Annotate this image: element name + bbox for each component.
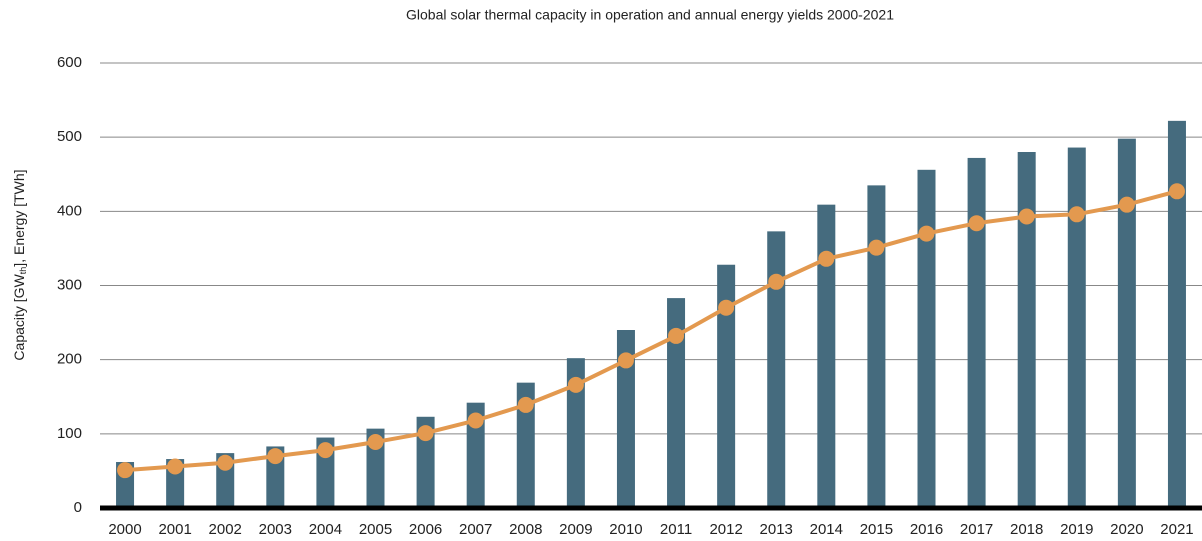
line-marker [217, 454, 234, 471]
y-axis-label-subscript: th [18, 267, 28, 275]
x-tick-label: 2005 [359, 521, 392, 538]
line-marker [317, 442, 334, 459]
x-tick-label: 2012 [709, 521, 742, 538]
line-marker [718, 299, 735, 316]
line-marker [167, 458, 184, 475]
bar [566, 358, 585, 508]
x-tick-label: 2007 [459, 521, 492, 538]
line-marker [617, 352, 634, 369]
line-marker [1168, 183, 1185, 200]
x-tick-label: 2014 [810, 521, 843, 538]
y-tick-label: 400 [57, 202, 82, 219]
bar [1067, 147, 1086, 509]
line-marker [1118, 196, 1135, 213]
bar [967, 157, 986, 508]
line-marker [1068, 206, 1085, 223]
chart-title: Global solar thermal capacity in operati… [406, 7, 894, 23]
bar [516, 382, 535, 508]
x-tick-label: 2013 [760, 521, 793, 538]
bar [1167, 120, 1186, 508]
y-tick-label: 100 [57, 425, 82, 442]
x-tick-label: 2017 [960, 521, 993, 538]
y-tick-label: 500 [57, 128, 82, 145]
line-marker [668, 327, 685, 344]
line-marker [918, 225, 935, 242]
x-tick-label: 2010 [609, 521, 642, 538]
bar [917, 169, 936, 509]
x-tick-label: 2000 [108, 521, 141, 538]
y-tick-label: 0 [74, 499, 82, 516]
x-tick-label: 2015 [860, 521, 893, 538]
bar [817, 204, 836, 509]
line-marker [868, 239, 885, 256]
line-marker [467, 412, 484, 429]
x-tick-label: 2016 [910, 521, 943, 538]
bar [717, 264, 736, 508]
y-axis-label: Capacity [GWth], Energy [TWh] [11, 169, 29, 360]
bar [867, 185, 886, 508]
bar [616, 330, 635, 508]
bar [466, 402, 485, 508]
x-tick-label: 2009 [559, 521, 592, 538]
line-marker [117, 462, 134, 479]
bar [1017, 152, 1036, 508]
x-tick-label: 2019 [1060, 521, 1093, 538]
x-tick-label: 2004 [309, 521, 342, 538]
y-tick-label: 600 [57, 54, 82, 71]
x-tick-label: 2008 [509, 521, 542, 538]
line-marker [1018, 208, 1035, 225]
line-marker [517, 396, 534, 413]
x-tick-label: 2011 [660, 521, 692, 538]
line-marker [367, 433, 384, 450]
bar [1117, 138, 1136, 508]
x-tick-label: 2018 [1010, 521, 1043, 538]
line [124, 189, 1178, 473]
line-marker [417, 425, 434, 442]
line-marker [267, 448, 284, 465]
x-tick-label: 2006 [409, 521, 442, 538]
y-tick-label: 300 [57, 276, 82, 293]
y-axis-label-part: Capacity [GW [11, 273, 27, 360]
x-tick-label: 2003 [259, 521, 292, 538]
line-marker [567, 376, 584, 393]
x-tick-label: 2021 [1160, 521, 1193, 538]
y-axis-label-part: ], Energy [TWh] [11, 169, 27, 266]
line-marker [968, 215, 985, 232]
x-tick-label: 2020 [1110, 521, 1143, 538]
line-marker [818, 250, 835, 267]
y-tick-label: 200 [57, 351, 82, 368]
line-marker [768, 273, 785, 290]
x-tick-label: 2001 [158, 521, 191, 538]
bar [667, 298, 686, 508]
x-tick-label: 2002 [209, 521, 242, 538]
bar [767, 231, 786, 508]
